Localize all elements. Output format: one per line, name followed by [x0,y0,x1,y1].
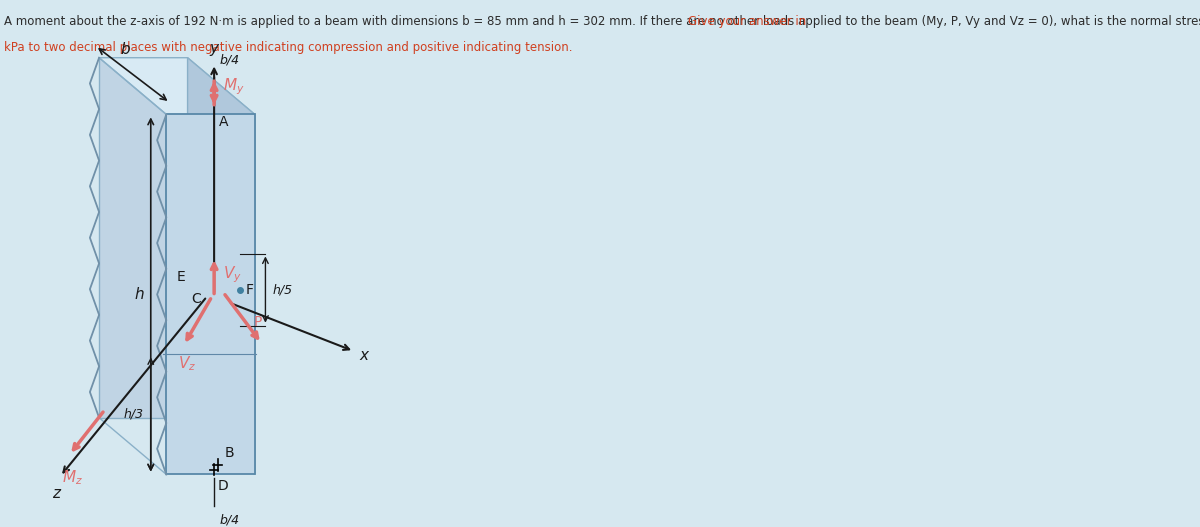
Text: b/4: b/4 [220,514,240,526]
Text: C: C [192,292,202,306]
Text: A moment about the z-axis of 192 N·m is applied to a beam with dimensions b = 85: A moment about the z-axis of 192 N·m is … [4,15,1200,28]
Text: Give your answer in: Give your answer in [688,15,806,28]
Text: z: z [52,486,60,501]
Text: D: D [217,480,228,493]
Text: h: h [134,287,144,302]
Polygon shape [187,58,254,474]
Text: A: A [220,115,228,129]
Text: kPa to two decimal places with negative indicating compression and positive indi: kPa to two decimal places with negative … [4,41,572,54]
Text: b/4: b/4 [220,54,240,66]
Text: B: B [224,446,234,460]
Text: $V_y$: $V_y$ [223,265,241,285]
Text: $M_y$: $M_y$ [223,77,244,97]
Text: E: E [178,270,186,284]
Polygon shape [100,58,187,418]
Text: $V_z$: $V_z$ [178,354,197,373]
Text: F: F [246,282,254,297]
Text: h/3: h/3 [124,408,144,421]
Polygon shape [100,58,254,114]
Polygon shape [167,114,254,474]
Text: h/5: h/5 [272,283,293,296]
Text: y: y [210,41,218,56]
Text: $M_z$: $M_z$ [61,469,83,487]
Text: P: P [253,315,262,329]
Text: x: x [360,348,368,363]
Text: b: b [121,42,131,57]
